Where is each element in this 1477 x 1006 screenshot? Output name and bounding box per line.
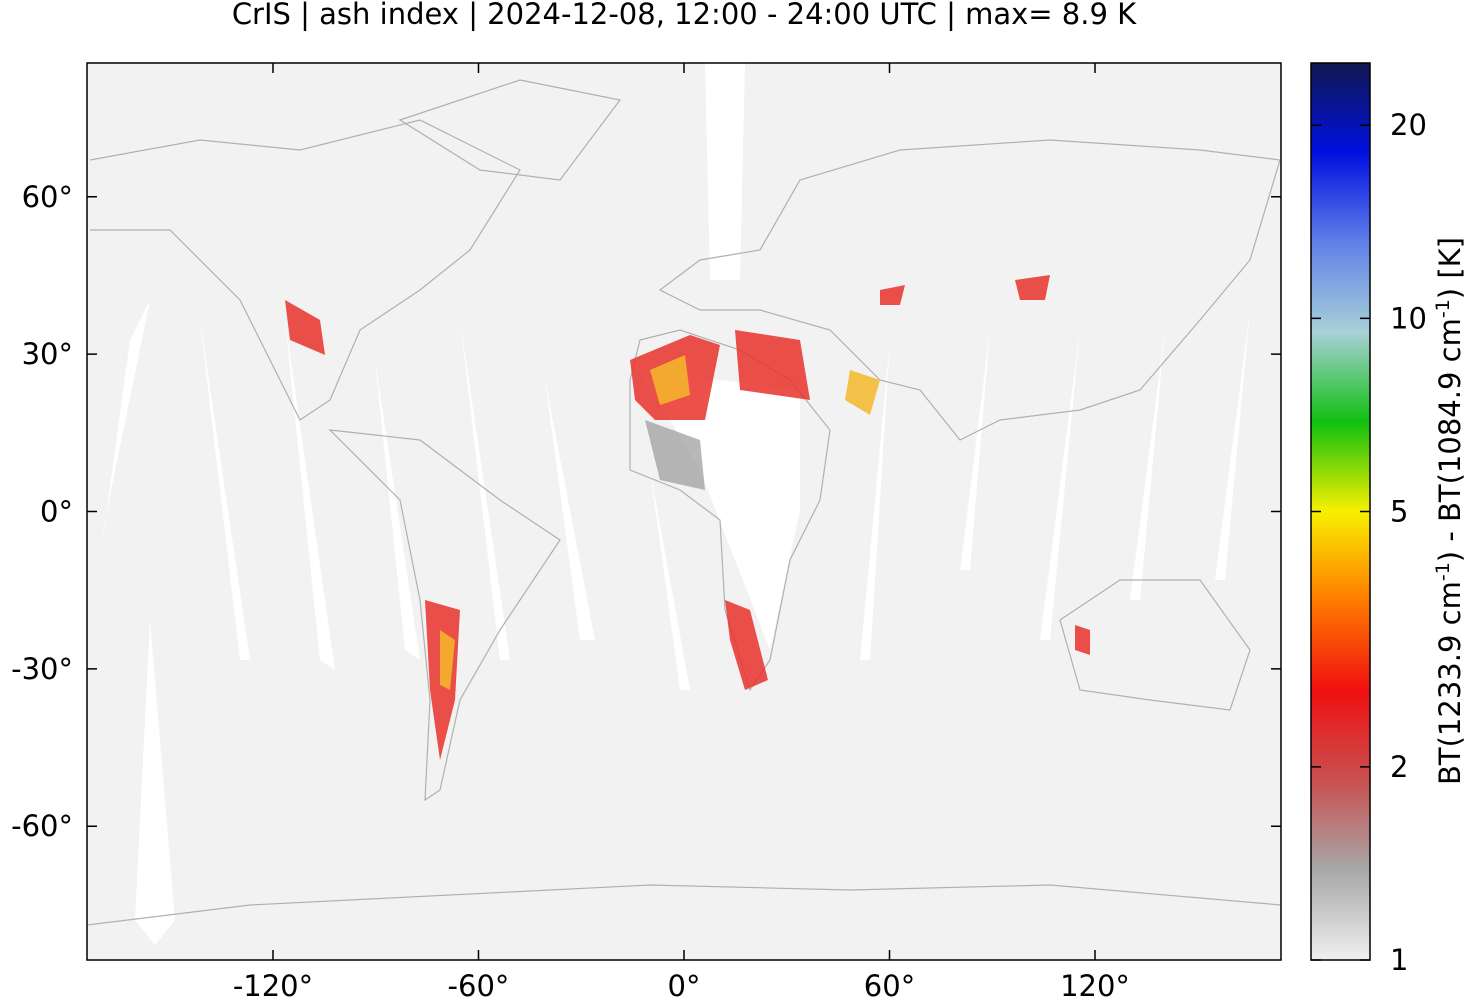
y-tick-label: -60° bbox=[11, 809, 73, 843]
x-tick-label: -60° bbox=[448, 969, 510, 1002]
colorbar-tick-label: 5 bbox=[1390, 495, 1408, 529]
colorbar-tick-label: 10 bbox=[1390, 301, 1427, 335]
y-tick-label: 0° bbox=[40, 495, 73, 529]
colorbar-label-part: ) [K] bbox=[1433, 237, 1467, 299]
x-tick-label: -120° bbox=[233, 969, 313, 1002]
y-tick-label: -30° bbox=[11, 652, 73, 686]
colorbar-tick-label: 2 bbox=[1390, 750, 1408, 784]
x-tick-label: 120° bbox=[1060, 969, 1130, 1002]
orbit-gaps bbox=[100, 63, 1250, 945]
colorbar-label-part: ) - BT(1084.9 cm bbox=[1433, 318, 1467, 562]
chart-title: CrIS | ash index | 2024-12-08, 12:00 - 2… bbox=[232, 0, 1137, 31]
x-tick-label: 0° bbox=[668, 969, 701, 1002]
ash-index-retrievals bbox=[285, 275, 1090, 760]
x-tick-label: 60° bbox=[864, 969, 915, 1002]
colorbar-label: BT(1233.9 cm-1) - BT(1084.9 cm-1) [K] bbox=[1432, 237, 1467, 785]
coastlines bbox=[87, 79, 1281, 926]
y-tick-label: 60° bbox=[22, 180, 73, 214]
colorbar-label-sup: -1 bbox=[1432, 299, 1454, 318]
colorbar-label-part: BT(1233.9 cm bbox=[1433, 581, 1467, 785]
colorbar-tick-label: 20 bbox=[1390, 108, 1427, 142]
y-tick-label: 30° bbox=[22, 337, 73, 371]
map-background bbox=[87, 63, 1281, 960]
map bbox=[87, 63, 1281, 960]
colorbar-label-sup: -1 bbox=[1432, 562, 1454, 581]
colorbar-tick-label: 1 bbox=[1390, 943, 1408, 977]
